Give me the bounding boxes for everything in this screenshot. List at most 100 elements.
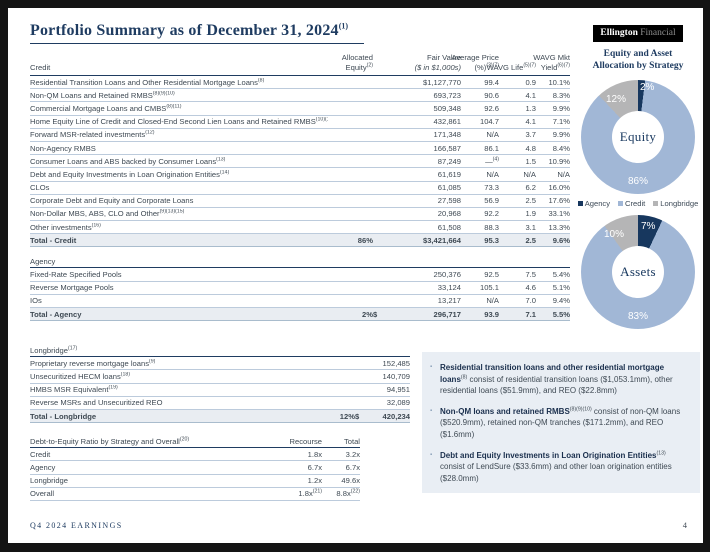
row-label: HMBS MSR Equivalent(19) [30,385,118,395]
cell-average-price: 73.3 [484,183,499,193]
notes-panel: ▪ Residential transition loans and other … [422,352,700,494]
row-label: Consumer Loans and ABS backed by Consume… [30,156,226,166]
page-title: Portfolio Summary as of December 31, 202… [30,22,364,44]
bullet-icon: ▪ [430,407,433,414]
row-label: Non-Dollar MBS, ABS, CLO and Other(9)(13… [30,209,185,219]
row-label: Non-QM Loans and Retained RMBS(8)(9)(10) [30,90,175,100]
cell-fair-value: 171,348 [433,130,461,140]
legend-item: Agency [577,199,610,208]
cell-total: 3.2x [345,449,360,459]
chart-legend: Agency Credit Longbridge [576,199,700,208]
header-credit: Credit [30,63,51,73]
ellington-financial-logo: Ellington Financial [593,25,683,42]
row-label: Commercial Mortgage Loans and CMBS(8)(11… [30,103,182,113]
header-fair-value: Fair Value ($ in $1,000s) [414,53,461,73]
cell-wavg-yield: 5.5% [552,309,570,319]
cell-total: 6.7x [345,462,360,472]
row-label: Overall [30,489,55,499]
longbridge-table: Longbridge(17) Proprietary reverse mortg… [30,344,410,424]
dte-header-recourse: Recourse [289,437,323,447]
tables-column: Credit Allocated Equity(2) Fair Value ($ i… [30,48,570,501]
table-row: Longbridge 1.2x 49.6x [30,475,360,488]
cell-wavg-life: 1.3 [525,103,536,113]
row-label: Debt and Equity Investments in Loan Orig… [30,169,230,179]
cell-average-price: 105.1 [479,283,499,293]
total-label: Total - Longbridge [30,411,97,421]
dte-header-total: Total [343,437,360,447]
title-footnote: (1) [338,21,349,31]
cell-fair-value: 152,485 [382,358,410,368]
slide: Portfolio Summary as of December 31, 202… [8,8,703,543]
cell-fair-value: 432,861 [433,117,461,127]
row-label: Longbridge [30,476,69,486]
bullet-icon: ▪ [430,364,433,370]
cell-wavg-life: 4.1 [525,90,536,100]
cell-wavg-yield: 9.9% [552,130,570,140]
row-label: Reverse Mortgage Pools [30,283,114,293]
row-label: Reverse MSRs and Unsecuritized REO [30,398,163,408]
debt-to-equity-table: Debt-to-Equity Ratio by Strategy and Ove… [30,434,360,501]
table-row: Debt and Equity Investments in Loan Orig… [30,168,570,182]
cell-wavg-life: 3.1 [525,222,536,232]
cell-allocated-equity: 12% [339,411,355,421]
table-row: Non-Agency RMBS 166,587 86.1 4.8 8.4% [30,142,570,156]
agency-section-header: Agency [30,255,570,269]
table-row: Unsecuritized HECM loans(18) 140,709 [30,370,410,384]
table-row: IOs 13,217 N/A 7.0 9.4% [30,295,570,308]
cell-average-price: N/A [486,296,499,306]
table-row: Consumer Loans and ABS backed by Consume… [30,155,570,169]
cell-wavg-yield: 7.1% [552,117,570,127]
note-item: ▪ Debt and Equity Investments in Loan Ori… [430,449,672,483]
cell-wavg-yield: 16.0% [548,183,570,193]
cell-wavg-life: 2.5 [525,235,536,245]
table-row: Reverse MSRs and Unsecuritized REO 32,089 [30,397,410,410]
charts-title: Equity and Asset Allocation by Strategy [592,49,684,71]
cell-wavg-life: 7.1 [525,309,536,319]
table-row: Forward MSR-related investments(12) 171,3… [30,129,570,142]
cell-average-price: 92.5 [484,270,499,280]
cell-average-price: 86.1 [484,143,499,153]
cell-fair-value: 33,124 [437,283,461,293]
cell-average-price: 92.2 [484,209,499,219]
charts-sidebar: Ellington Financial Equity and Asset Allo… [576,22,700,329]
dte-header-label: Debt-to-Equity Ratio by Strategy and Ove… [30,436,190,447]
cell-wavg-life: 4.1 [525,117,536,127]
legend-swatch-credit [618,200,624,206]
row-label: Credit [30,449,51,459]
header-wavg-life: WAVG Life(5)(7) [486,62,536,73]
row-label: Non-Agency RMBS [30,143,96,153]
main-table-header: Credit Allocated Equity(2) Fair Value ($ i… [30,48,570,76]
cell-average-price: 99.4 [484,77,499,87]
cell-wavg-yield: 33.1% [548,209,570,219]
cell-recourse: 1.2x [307,476,322,486]
cell-wavg-yield: 5.1% [552,283,570,293]
row-label: Home Equity Line of Credit and Closed-En… [30,117,328,127]
cell-wavg-life: 7.5 [525,270,536,280]
row-label: IOs [30,296,42,306]
row-label: Unsecuritized HECM loans(18) [30,371,130,381]
cell-wavg-yield: 9.6% [552,235,570,245]
cell-recourse: 6.7x [307,462,322,472]
cell-fair-value: 94,951 [386,385,410,395]
cell-total: 8.8x(22) [336,488,360,499]
table-row: Residential Transition Loans and Other R… [30,76,570,90]
cell-average-price: N/A [486,130,499,140]
table-row: HMBS MSR Equivalent(19) 94,951 [30,384,410,397]
cell-fair-value: 509,348 [433,103,461,113]
total-longbridge-row: Total - Longbridge 12% $420,234 [30,409,410,424]
cell-wavg-yield: 5.4% [552,270,570,280]
table-row: Commercial Mortgage Loans and CMBS(8)(11… [30,102,570,116]
table-row: Other investments(16) 61,508 88.3 3.1 13.3% [30,221,570,235]
cell-fair-value: 32,089 [386,398,410,408]
row-label: Other investments(16) [30,222,101,232]
equity-allocation-donut-chart: Equity 2% 86% 12% [581,79,695,194]
longbridge-section-header: Longbridge(17) [30,344,410,358]
cell-wavg-life: N/A [523,169,536,179]
cell-fair-value: 27,598 [437,196,461,206]
row-label: Residential Transition Loans and Other R… [30,77,265,87]
total-label: Total - Credit [30,235,77,245]
table-row: Agency 6.7x 6.7x [30,461,360,475]
cell-average-price: 90.6 [484,90,499,100]
cell-wavg-life: 4.6 [525,283,536,293]
row-label: CLOs [30,183,50,193]
